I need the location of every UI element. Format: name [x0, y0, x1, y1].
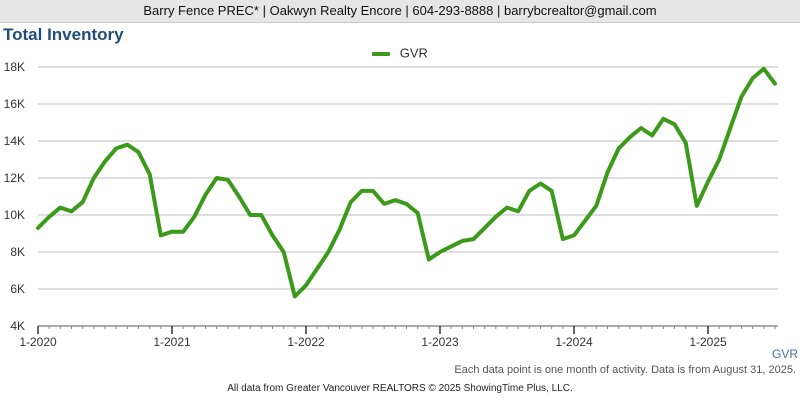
data-point — [472, 237, 475, 241]
data-point — [583, 219, 587, 223]
data-point — [751, 76, 755, 80]
data-point — [639, 126, 643, 130]
y-tick-label: 4K — [10, 319, 25, 333]
data-point — [237, 195, 241, 198]
data-point — [393, 198, 397, 202]
data-point — [740, 95, 743, 99]
data-point — [304, 283, 308, 287]
x-tick-label: 1-2020 — [19, 335, 57, 349]
data-point — [717, 158, 721, 161]
data-point — [181, 230, 185, 234]
data-point — [505, 206, 509, 210]
y-tick-label: 8K — [10, 245, 25, 259]
data-point — [516, 209, 520, 213]
legend-swatch-gvr — [372, 51, 391, 56]
y-tick-label: 10K — [4, 208, 25, 222]
data-point — [460, 239, 464, 243]
data-point — [148, 172, 152, 176]
data-point — [494, 215, 498, 219]
data-point — [338, 228, 341, 232]
data-point — [170, 230, 174, 234]
y-tick-label: 16K — [4, 97, 25, 111]
data-point — [539, 182, 542, 186]
data-point — [81, 200, 85, 204]
data-point — [36, 226, 40, 230]
data-point — [382, 202, 386, 206]
data-point — [248, 213, 252, 217]
x-tick-label: 1-2024 — [555, 335, 593, 349]
data-point — [125, 143, 129, 147]
chart-title: Total Inventory — [3, 25, 124, 44]
data-point — [405, 202, 408, 206]
data-point — [706, 180, 710, 184]
data-point — [416, 211, 420, 215]
data-point — [326, 250, 330, 254]
data-point — [572, 233, 576, 237]
y-tick-label: 18K — [4, 60, 25, 74]
data-point — [550, 189, 554, 193]
data-point — [449, 244, 453, 248]
data-point — [282, 250, 286, 254]
data-point — [259, 213, 263, 217]
data-point — [728, 126, 732, 130]
data-point — [561, 237, 565, 241]
data-point — [271, 233, 274, 237]
series-line-gvr — [36, 66, 777, 299]
data-point — [438, 250, 442, 254]
data-point — [293, 294, 297, 298]
data-source-footer: All data from Greater Vancouver REALTORS… — [227, 383, 573, 394]
data-point — [159, 233, 163, 237]
data-point — [427, 257, 431, 261]
data-point — [762, 67, 766, 71]
data-point — [103, 159, 107, 163]
data-point — [137, 150, 140, 154]
data-point — [114, 146, 118, 150]
data-point — [650, 133, 654, 137]
data-point — [315, 267, 319, 271]
x-tick-label: 1-2022 — [287, 335, 325, 349]
data-point — [360, 189, 364, 193]
data-point — [617, 146, 621, 150]
y-tick-label: 6K — [10, 282, 25, 296]
data-point — [684, 141, 688, 145]
data-point — [215, 176, 219, 180]
y-tick-label: 12K — [4, 171, 25, 185]
chart-footnote: Each data point is one month of activity… — [454, 364, 796, 376]
data-point — [371, 189, 375, 193]
y-tick-label: 14K — [4, 134, 25, 148]
x-tick-label: 1-2025 — [689, 335, 727, 349]
data-point — [92, 176, 96, 180]
data-point — [192, 215, 196, 219]
data-point — [47, 215, 51, 219]
data-point — [204, 193, 207, 197]
data-point — [695, 204, 699, 208]
data-point — [58, 206, 62, 210]
chart-legend: GVR — [0, 45, 800, 61]
x-tick-label: 1-2021 — [153, 335, 191, 349]
data-point — [628, 135, 632, 139]
corner-series-label: GVR — [771, 347, 798, 361]
data-point — [594, 204, 598, 208]
legend-label-gvr: GVR — [399, 45, 428, 61]
data-point — [70, 209, 73, 213]
header-contact-bar: Barry Fence PREC* | Oakwyn Realty Encore… — [0, 0, 800, 23]
data-point — [673, 122, 676, 126]
data-point — [661, 117, 665, 121]
data-point — [527, 189, 531, 193]
x-tick-label: 1-2023 — [421, 335, 459, 349]
data-point — [483, 226, 487, 230]
data-point — [226, 178, 230, 182]
data-point — [773, 82, 777, 86]
header-contact-text: Barry Fence PREC* | Oakwyn Realty Encore… — [143, 3, 657, 18]
data-point — [606, 170, 609, 174]
data-point — [349, 200, 353, 204]
